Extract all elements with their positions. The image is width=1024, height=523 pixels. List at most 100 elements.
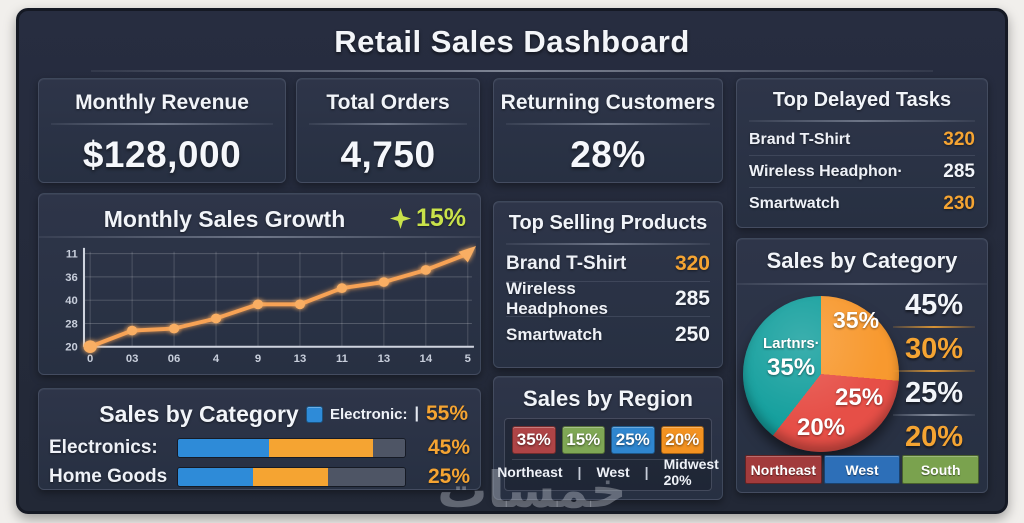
pie-legend: Northeast West South <box>745 455 980 484</box>
card-title: Sales by Category <box>99 401 299 427</box>
product-name: Wireless Headphones <box>506 279 609 318</box>
pie-slice-label: 35% <box>833 307 880 333</box>
divider <box>749 120 975 122</box>
growth-badge-value: 15% <box>415 204 466 232</box>
title-divider <box>91 70 933 72</box>
legend-label: Electronic: <box>329 405 408 423</box>
pie-chart <box>743 296 899 452</box>
pie-slice-label: 35% <box>767 354 816 381</box>
svg-text:36: 36 <box>65 272 78 284</box>
region-boxes: 35% 15% 25% 20% <box>512 426 704 454</box>
task-list: Brand T-Shirt 320 Wireless Headphon· 285… <box>749 124 975 220</box>
legend-swatch <box>305 405 323 423</box>
legend-item-south: South <box>902 455 980 484</box>
card-title: Sales by Region <box>523 386 693 411</box>
footer-divider: | <box>644 463 649 480</box>
divider <box>39 236 480 238</box>
kpi-label: Monthly Revenue <box>75 91 249 114</box>
task-name: Smartwatch <box>749 195 840 212</box>
side-value: 45% <box>904 289 964 321</box>
card-monthly-sales-growth: Monthly Sales Growth 15% 11 36 40 28 20 0 03 06… <box>38 193 481 375</box>
side-value: 20% <box>904 421 964 453</box>
product-value: 250 <box>674 322 710 346</box>
region-name: Midwest 20% <box>663 455 719 488</box>
divider <box>51 123 273 125</box>
legend-item-northeast: Northeast <box>745 455 822 484</box>
card-title: Sales by Category <box>766 248 958 273</box>
card-sales-by-region: Sales by Region 35% 15% 25% 20% Northeas… <box>493 376 723 500</box>
product-value: 320 <box>674 252 710 275</box>
list-item: Brand T-Shirt 320 <box>506 247 710 282</box>
kpi-label: Total Orders <box>326 91 450 114</box>
svg-text:11: 11 <box>336 354 348 366</box>
svg-text:0: 0 <box>87 354 93 366</box>
pie-slice-label: Lartnrs· <box>763 335 820 352</box>
product-value: 285 <box>674 287 710 310</box>
kpi-value: 28% <box>570 134 646 175</box>
card-title: Top Delayed Tasks <box>772 89 952 111</box>
side-value: 30% <box>904 333 964 365</box>
svg-text:40: 40 <box>65 295 78 307</box>
kpi-card-total-orders: Total Orders 4,750 <box>296 78 480 183</box>
svg-text:13: 13 <box>294 354 307 366</box>
legend-item-west: West <box>823 455 901 484</box>
kpi-value: $128,000 <box>82 134 242 175</box>
list-item: Brand T-Shirt 320 <box>749 124 975 156</box>
svg-text:9: 9 <box>255 354 261 366</box>
task-value: 285 <box>943 160 975 182</box>
divider <box>893 414 975 416</box>
region-box: 15% <box>561 426 605 454</box>
product-name: Smartwatch <box>506 324 603 344</box>
divider <box>506 243 710 245</box>
legend-value: 55% <box>425 402 468 425</box>
region-name: West <box>596 463 630 480</box>
kpi-value: 4,750 <box>340 134 436 175</box>
page-title: Retail Sales Dashboard <box>334 24 690 59</box>
divider <box>506 123 710 125</box>
card-title: Monthly Sales Growth <box>103 206 346 232</box>
list-item: Smartwatch 250 <box>506 317 710 352</box>
pie-slice-label: 20% <box>797 414 846 441</box>
card-top-selling-products: Top Selling Products Brand T-Shirt 320 W… <box>493 201 723 368</box>
task-value: 230 <box>943 193 975 214</box>
region-footer: Northeast | West | Midwest 20% <box>497 456 719 488</box>
kpi-label: Returning Customers <box>500 91 716 114</box>
product-name: Brand T-Shirt <box>506 253 627 274</box>
side-value: 25% <box>904 377 964 409</box>
kpi-card-returning-customers: Returning Customers 28% <box>493 78 723 183</box>
list-item: Wireless Headphon· 285 <box>749 156 975 188</box>
divider <box>893 326 975 328</box>
bar-row: Home Goods 25% <box>49 465 470 489</box>
sparkle-arrow-icon <box>389 208 411 229</box>
region-box: 20% <box>660 426 704 454</box>
divider <box>737 283 987 285</box>
kpi-card-monthly-revenue: Monthly Revenue $128,000 <box>38 78 286 183</box>
list-item: Smartwatch 230 <box>749 188 975 220</box>
card-sales-by-category-bars: Sales by Category Electronic: | 55% Elec… <box>38 388 481 490</box>
stacked-bar <box>177 467 406 487</box>
bars-legend: Electronic: | 55% <box>305 402 468 426</box>
region-box: 35% <box>512 426 556 454</box>
svg-text:5: 5 <box>465 354 471 366</box>
pie-side-values: 45% 30% 25% 20% <box>893 290 975 452</box>
svg-text:11: 11 <box>66 249 78 261</box>
card-top-delayed-tasks: Top Delayed Tasks Brand T-Shirt 320 Wire… <box>736 78 988 228</box>
pie-slice-label: 25% <box>835 384 884 411</box>
card-sales-by-category-pie: Sales by Category 35% Lartnrs· 35% 25% 2… <box>736 238 988 493</box>
svg-text:03: 03 <box>126 354 139 366</box>
bar-label: Home Goods <box>49 466 168 487</box>
region-name: Northeast <box>497 463 563 480</box>
svg-text:20: 20 <box>65 342 78 354</box>
task-name: Brand T-Shirt <box>749 130 851 148</box>
svg-text:14: 14 <box>420 354 433 366</box>
line-chart: 11 36 40 28 20 0 03 06 4 9 13 11 13 14 5 <box>65 246 476 366</box>
growth-badge: 15% <box>389 204 466 233</box>
region-box: 25% <box>611 426 655 454</box>
bar-row: Electronics: 45% <box>49 436 470 460</box>
svg-text:13: 13 <box>378 354 391 366</box>
footer-divider: | <box>577 463 582 480</box>
legend-divider: | <box>414 405 419 422</box>
bar-value: 25% <box>427 465 470 488</box>
list-item: Wireless Headphones 285 <box>506 279 710 318</box>
divider <box>893 370 975 372</box>
